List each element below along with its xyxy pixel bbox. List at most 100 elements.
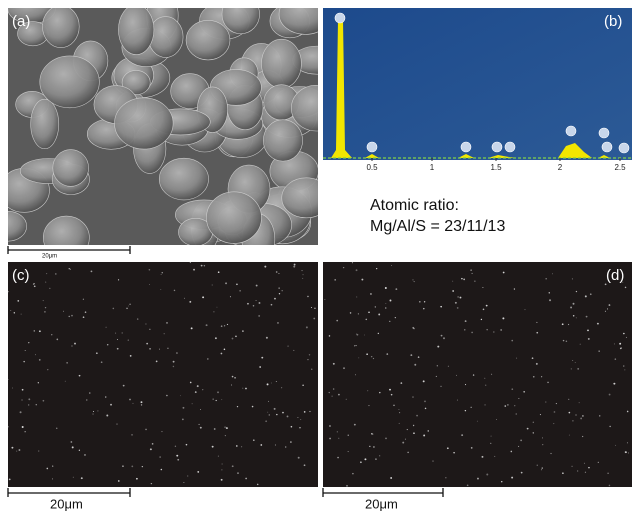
peak-marker xyxy=(461,142,471,152)
dot xyxy=(256,300,257,301)
dot xyxy=(84,454,86,456)
dot xyxy=(66,362,67,363)
dot xyxy=(221,399,222,400)
dot xyxy=(455,302,457,304)
dot xyxy=(256,285,258,287)
dot xyxy=(197,471,199,473)
dot xyxy=(242,330,244,332)
particle xyxy=(261,39,301,88)
dot xyxy=(385,437,387,439)
dot xyxy=(372,433,374,435)
dot xyxy=(197,385,199,387)
dot xyxy=(598,462,599,463)
dot xyxy=(467,484,469,486)
dot xyxy=(159,349,160,350)
dot xyxy=(627,411,629,413)
dot xyxy=(615,445,616,446)
dot xyxy=(493,331,494,332)
dot xyxy=(494,456,495,457)
dot xyxy=(207,358,208,359)
dot xyxy=(448,366,449,367)
tick-label: 1.5 xyxy=(490,163,502,172)
dot xyxy=(371,356,372,357)
dot xyxy=(173,361,175,363)
dot xyxy=(260,444,262,446)
dot xyxy=(405,439,406,440)
dot xyxy=(445,477,446,478)
dot xyxy=(130,355,132,357)
dot xyxy=(180,395,181,396)
dot xyxy=(437,365,438,366)
dot xyxy=(413,425,414,426)
dot xyxy=(133,403,134,404)
dot xyxy=(307,296,308,297)
dot xyxy=(176,455,178,457)
dot xyxy=(46,273,47,274)
dot xyxy=(69,316,70,317)
dot xyxy=(549,292,550,293)
dot xyxy=(507,404,508,405)
dot xyxy=(186,444,188,446)
dot xyxy=(110,404,112,406)
dot xyxy=(375,306,376,307)
dot xyxy=(307,359,308,360)
dot xyxy=(338,438,339,439)
dot xyxy=(34,330,36,332)
dot xyxy=(21,314,22,315)
dot xyxy=(297,417,298,418)
dot xyxy=(204,265,205,266)
dot xyxy=(19,449,21,451)
dot xyxy=(346,485,348,487)
dot xyxy=(182,418,184,420)
dot xyxy=(222,464,223,465)
dot xyxy=(471,332,473,334)
dot xyxy=(537,465,538,466)
dot xyxy=(477,478,479,480)
dot xyxy=(282,290,283,291)
dot xyxy=(491,374,492,375)
dot xyxy=(605,311,606,312)
dot xyxy=(137,318,138,319)
dot xyxy=(584,463,585,464)
dot xyxy=(241,446,242,447)
dot xyxy=(566,340,568,342)
dot xyxy=(33,283,34,284)
particle xyxy=(186,20,230,60)
dot xyxy=(206,324,208,326)
particle xyxy=(118,5,153,55)
dot xyxy=(542,467,543,468)
dot xyxy=(366,353,368,355)
dot xyxy=(441,335,443,337)
dot xyxy=(271,304,273,306)
dot xyxy=(79,375,81,377)
dot xyxy=(570,307,572,309)
ratio-title: Atomic ratio: xyxy=(370,197,459,214)
dot xyxy=(628,453,629,454)
dot xyxy=(309,354,310,355)
dot xyxy=(486,305,488,307)
dot xyxy=(232,338,234,340)
dot xyxy=(355,374,356,375)
dot xyxy=(302,385,304,387)
dot xyxy=(222,470,223,471)
dot xyxy=(609,304,611,306)
dot xyxy=(166,322,168,324)
particle xyxy=(206,192,261,244)
dot xyxy=(8,379,9,380)
dot xyxy=(236,445,238,447)
dot xyxy=(141,401,143,403)
dot xyxy=(453,452,454,453)
dot xyxy=(218,456,219,457)
dot xyxy=(218,271,220,273)
dot xyxy=(549,299,551,301)
dot xyxy=(274,298,276,300)
dot xyxy=(216,400,217,401)
dot xyxy=(571,466,572,467)
dot xyxy=(419,301,420,302)
dot xyxy=(482,456,484,458)
dot xyxy=(128,306,129,307)
dot xyxy=(161,274,162,275)
dot xyxy=(487,329,488,330)
dot xyxy=(360,461,362,463)
peak-marker xyxy=(367,142,377,152)
